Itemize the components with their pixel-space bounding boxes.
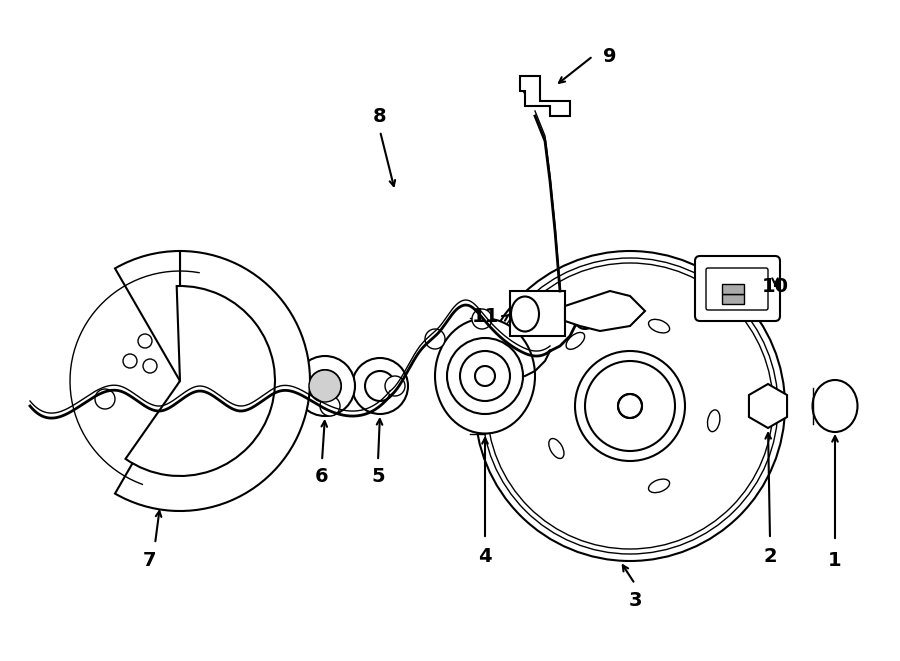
- Text: 4: 4: [478, 547, 491, 566]
- Circle shape: [138, 334, 152, 348]
- Wedge shape: [115, 251, 310, 511]
- Circle shape: [460, 351, 510, 401]
- Wedge shape: [125, 286, 275, 476]
- Circle shape: [551, 102, 565, 116]
- Ellipse shape: [813, 380, 858, 432]
- FancyBboxPatch shape: [510, 291, 565, 336]
- Bar: [722, 294, 744, 304]
- Ellipse shape: [649, 479, 670, 492]
- Circle shape: [447, 338, 523, 414]
- Circle shape: [309, 370, 341, 402]
- Circle shape: [320, 396, 340, 416]
- Circle shape: [475, 366, 495, 386]
- Circle shape: [365, 371, 395, 401]
- Polygon shape: [520, 76, 570, 116]
- Circle shape: [756, 394, 780, 418]
- Circle shape: [295, 356, 355, 416]
- Text: 7: 7: [143, 551, 157, 570]
- Text: 3: 3: [628, 592, 642, 611]
- Text: 10: 10: [761, 276, 788, 295]
- Bar: [722, 284, 744, 294]
- Polygon shape: [565, 291, 645, 331]
- Circle shape: [425, 329, 445, 349]
- Text: 11: 11: [472, 307, 499, 325]
- Circle shape: [575, 309, 595, 329]
- Text: 2: 2: [763, 547, 777, 566]
- Ellipse shape: [511, 297, 539, 332]
- Circle shape: [385, 376, 405, 396]
- Circle shape: [472, 309, 492, 329]
- Circle shape: [95, 389, 115, 409]
- Polygon shape: [749, 384, 788, 428]
- Circle shape: [309, 370, 341, 402]
- Circle shape: [123, 354, 137, 368]
- Ellipse shape: [707, 410, 720, 432]
- Circle shape: [143, 359, 157, 373]
- Ellipse shape: [549, 438, 564, 459]
- Circle shape: [352, 358, 408, 414]
- Text: 6: 6: [315, 467, 328, 485]
- Text: 8: 8: [374, 106, 387, 126]
- Text: 1: 1: [828, 551, 842, 570]
- Ellipse shape: [566, 332, 585, 349]
- FancyBboxPatch shape: [695, 256, 780, 321]
- Circle shape: [523, 82, 537, 96]
- Circle shape: [618, 394, 642, 418]
- Text: 9: 9: [603, 46, 616, 65]
- FancyBboxPatch shape: [706, 268, 768, 310]
- Ellipse shape: [649, 319, 670, 333]
- Wedge shape: [115, 251, 180, 381]
- Circle shape: [175, 389, 195, 409]
- Text: 5: 5: [371, 467, 385, 485]
- Ellipse shape: [435, 319, 535, 434]
